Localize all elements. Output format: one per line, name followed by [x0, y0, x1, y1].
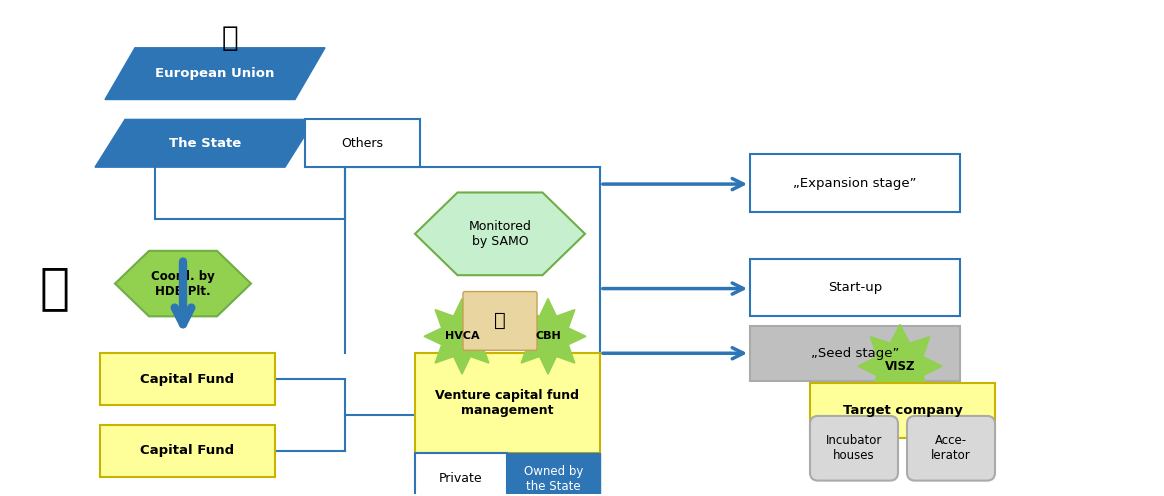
Text: „Seed stage”: „Seed stage” [811, 347, 899, 360]
Polygon shape [95, 120, 315, 167]
Text: Others: Others [341, 137, 383, 150]
FancyBboxPatch shape [750, 326, 960, 381]
FancyBboxPatch shape [810, 416, 897, 481]
FancyBboxPatch shape [416, 353, 599, 453]
Text: Capital Fund: Capital Fund [141, 444, 235, 457]
Text: Venture capital fund
management: Venture capital fund management [435, 389, 580, 417]
FancyBboxPatch shape [100, 425, 275, 477]
Text: Monitored
by SAMO: Monitored by SAMO [469, 220, 532, 248]
Text: CBH: CBH [535, 331, 561, 341]
FancyBboxPatch shape [305, 120, 420, 167]
Text: Private: Private [439, 472, 483, 485]
Polygon shape [508, 453, 599, 496]
Text: Target company: Target company [843, 404, 963, 417]
Polygon shape [115, 251, 251, 316]
Polygon shape [858, 324, 942, 408]
FancyBboxPatch shape [750, 259, 960, 316]
FancyBboxPatch shape [750, 154, 960, 212]
Text: Owned by
the State: Owned by the State [524, 465, 583, 493]
Text: European Union: European Union [155, 67, 275, 80]
Text: HVCA: HVCA [445, 331, 480, 341]
Text: Capital Fund: Capital Fund [141, 372, 235, 385]
Polygon shape [510, 299, 585, 374]
Text: 🌳: 🌳 [40, 264, 70, 312]
Text: Coord. by
HDB Plt.: Coord. by HDB Plt. [151, 270, 215, 298]
Polygon shape [105, 48, 325, 100]
Text: 💰: 💰 [495, 311, 506, 330]
Polygon shape [424, 299, 501, 374]
FancyBboxPatch shape [100, 353, 275, 405]
FancyBboxPatch shape [810, 383, 995, 438]
Text: „Expansion stage”: „Expansion stage” [793, 177, 917, 189]
FancyBboxPatch shape [416, 453, 508, 496]
Text: 💵: 💵 [221, 24, 239, 52]
FancyBboxPatch shape [463, 292, 537, 350]
Text: The State: The State [169, 137, 241, 150]
Text: Incubator
houses: Incubator houses [825, 434, 882, 462]
Text: Start-up: Start-up [828, 281, 882, 294]
Text: VISZ: VISZ [885, 360, 915, 372]
FancyBboxPatch shape [907, 416, 995, 481]
Polygon shape [416, 192, 585, 275]
Text: Acce-
lerator: Acce- lerator [931, 434, 971, 462]
